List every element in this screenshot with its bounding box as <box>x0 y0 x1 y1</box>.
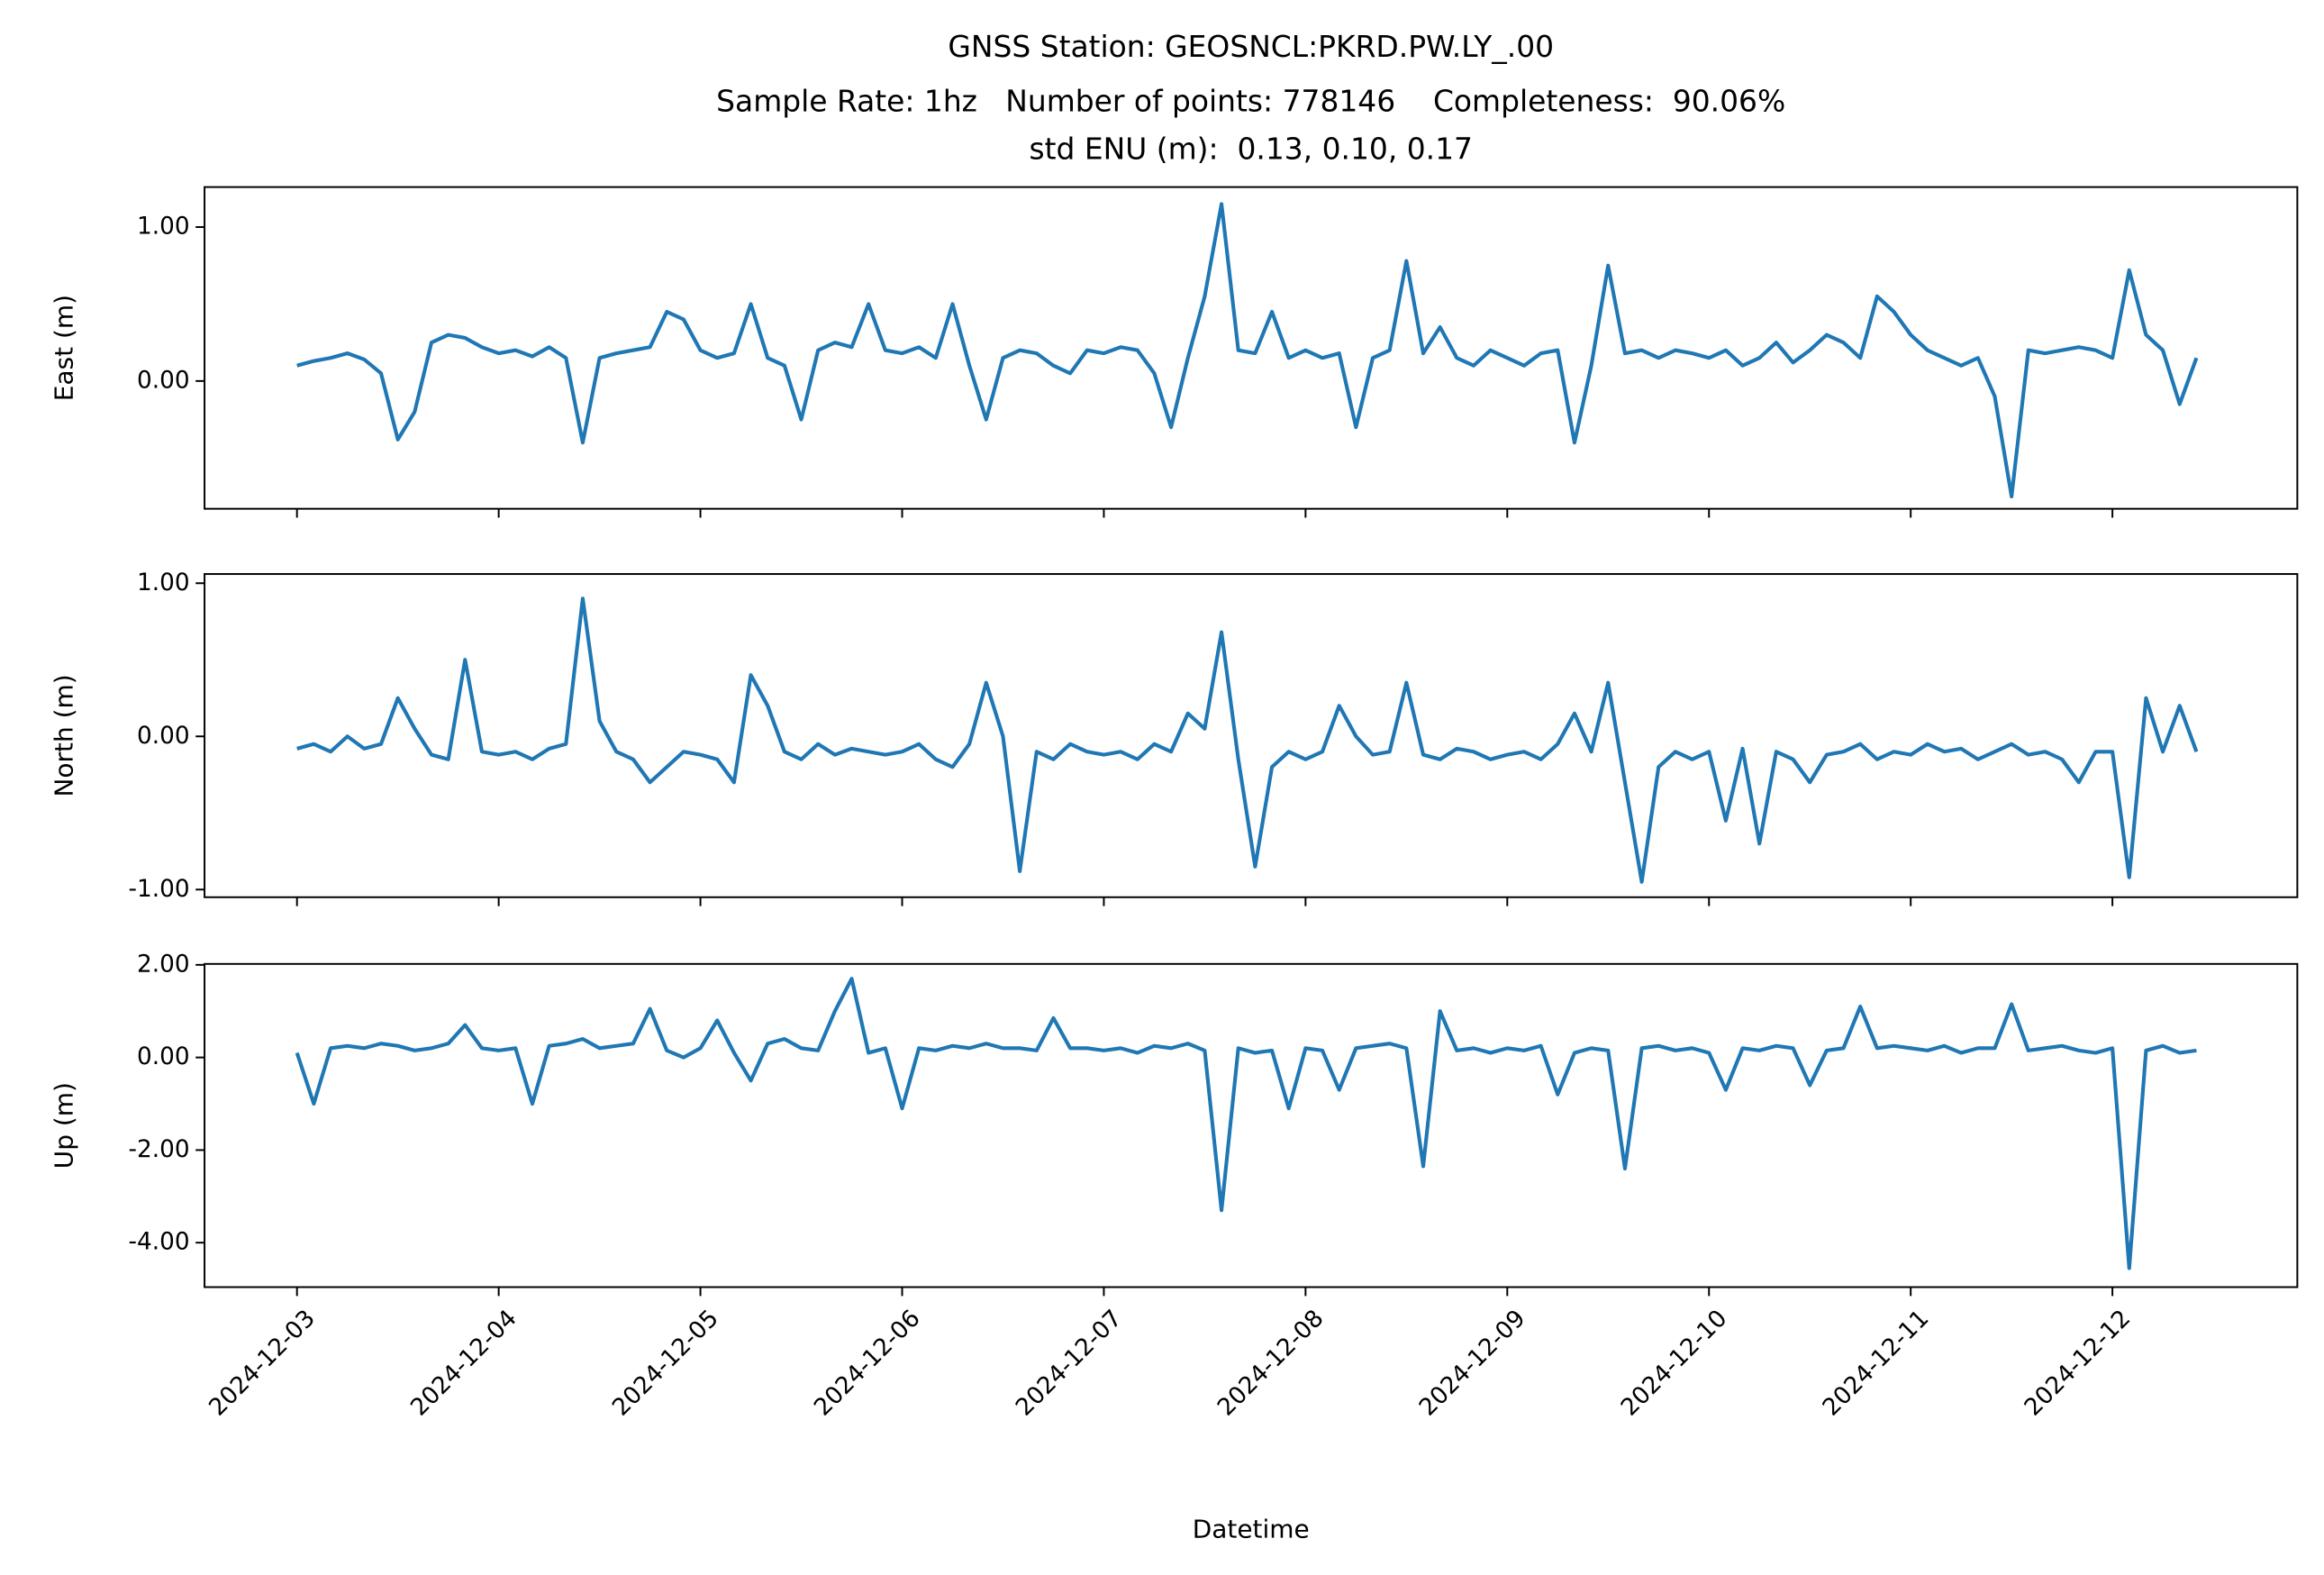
x-tick-label: 2024-12-04 <box>405 1305 522 1421</box>
y-tick-label: 1.00 <box>137 214 190 241</box>
x-tick-label: 2024-12-03 <box>204 1305 321 1421</box>
x-tick-label: 2024-12-07 <box>1011 1305 1127 1421</box>
y-axis-label: North (m) <box>49 674 78 797</box>
y-tick-label: 2.00 <box>137 951 190 978</box>
y-tick-label: 0.00 <box>137 723 190 750</box>
x-tick-label: 2024-12-06 <box>809 1305 925 1421</box>
y-tick-label: 0.00 <box>137 1043 190 1070</box>
x-tick-label: 2024-12-05 <box>607 1305 723 1421</box>
x-tick-label: 2024-12-08 <box>1212 1305 1329 1421</box>
data-line <box>295 977 2197 1270</box>
y-tick-label: -4.00 <box>129 1229 190 1256</box>
y-tick-label: 1.00 <box>137 569 190 596</box>
y-tick-label: -2.00 <box>129 1136 190 1163</box>
x-axis-label: Datetime <box>1193 1515 1310 1544</box>
y-axis-label: Up (m) <box>49 1082 78 1169</box>
axes-frame <box>204 186 2299 510</box>
x-tick-label: 2024-12-10 <box>1616 1305 1732 1421</box>
x-tick-label: 2024-12-09 <box>1414 1305 1530 1421</box>
x-tick-label: 2024-12-12 <box>2020 1305 2136 1421</box>
axes-frame <box>204 962 2299 1288</box>
y-axis-label: East (m) <box>49 295 78 401</box>
x-tick-label: 2024-12-11 <box>1818 1305 1934 1421</box>
title-line: std ENU (m): 0.13, 0.10, 0.17 <box>1029 131 1472 166</box>
y-tick-label: -1.00 <box>129 876 190 903</box>
title-line: GNSS Station: GEOSNCL:PKRD.PW.LY_.00 <box>948 29 1554 64</box>
axes-frame <box>204 573 2299 898</box>
data-line <box>296 202 2199 499</box>
data-line <box>296 596 2199 884</box>
title-line: Sample Rate: 1hz Number of points: 77814… <box>716 84 1785 119</box>
y-tick-label: 0.00 <box>137 367 190 394</box>
